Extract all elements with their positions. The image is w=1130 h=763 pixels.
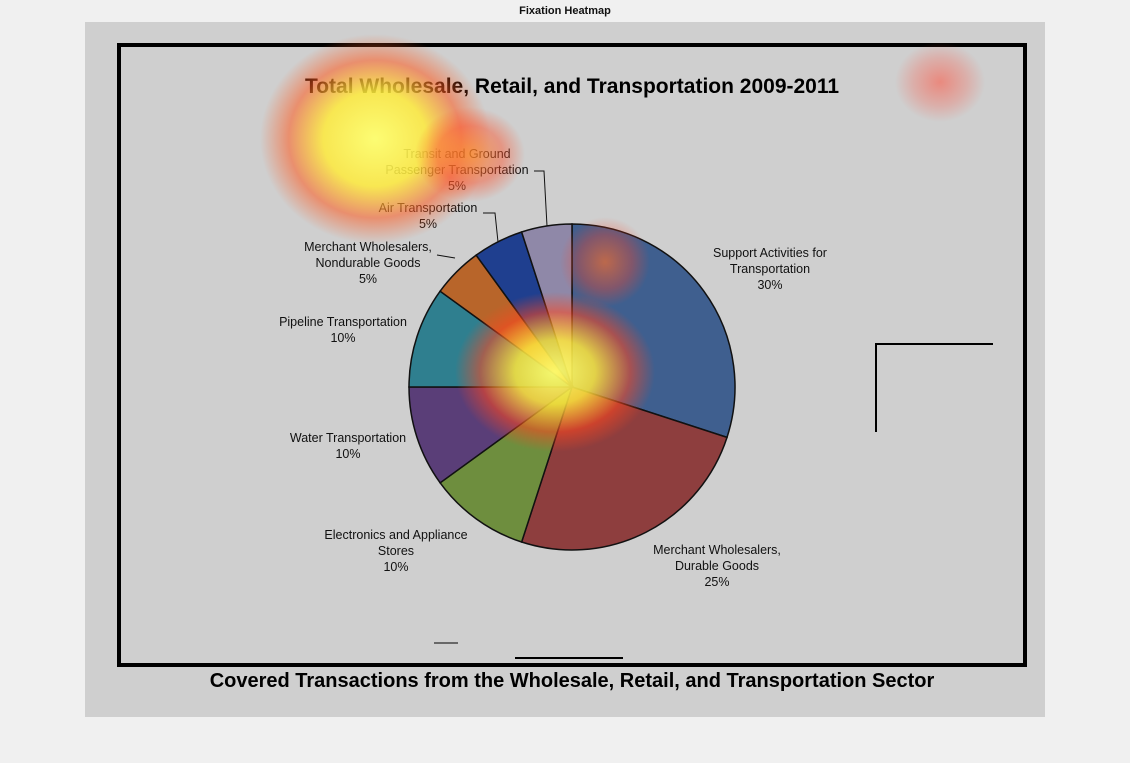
- slice-label: Electronics and Appliance Stores 10%: [324, 528, 467, 574]
- slice-label: Support Activities for Transportation 30%: [713, 246, 827, 292]
- chart-frame: [117, 43, 1027, 667]
- leader-line: [534, 170, 548, 227]
- pie-chart: Total Wholesale, Retail, and Transportat…: [117, 43, 1027, 692]
- leader-line: [483, 212, 499, 243]
- chart-subtitle: Covered Transactions from the Wholesale,…: [210, 670, 935, 692]
- slice-label: Water Transportation 10%: [290, 431, 406, 461]
- heatmap-stimulus: Total Wholesale, Retail, and Transportat…: [85, 22, 1045, 717]
- slice-label: Air Transportation 5%: [379, 201, 478, 231]
- slice-label: Transit and Ground Passenger Transportati…: [385, 147, 528, 193]
- slice-label: Merchant Wholesalers, Nondurable Goods 5%: [304, 240, 432, 286]
- figure-title: Fixation Heatmap: [519, 5, 611, 17]
- slice-label: Merchant Wholesalers, Durable Goods 25%: [653, 543, 781, 589]
- slice-label: Pipeline Transportation 10%: [279, 315, 407, 345]
- chart-title: Total Wholesale, Retail, and Transportat…: [305, 75, 839, 98]
- pie-slices: [408, 223, 736, 551]
- corner-mark: [875, 343, 993, 432]
- leader-line: [436, 254, 456, 259]
